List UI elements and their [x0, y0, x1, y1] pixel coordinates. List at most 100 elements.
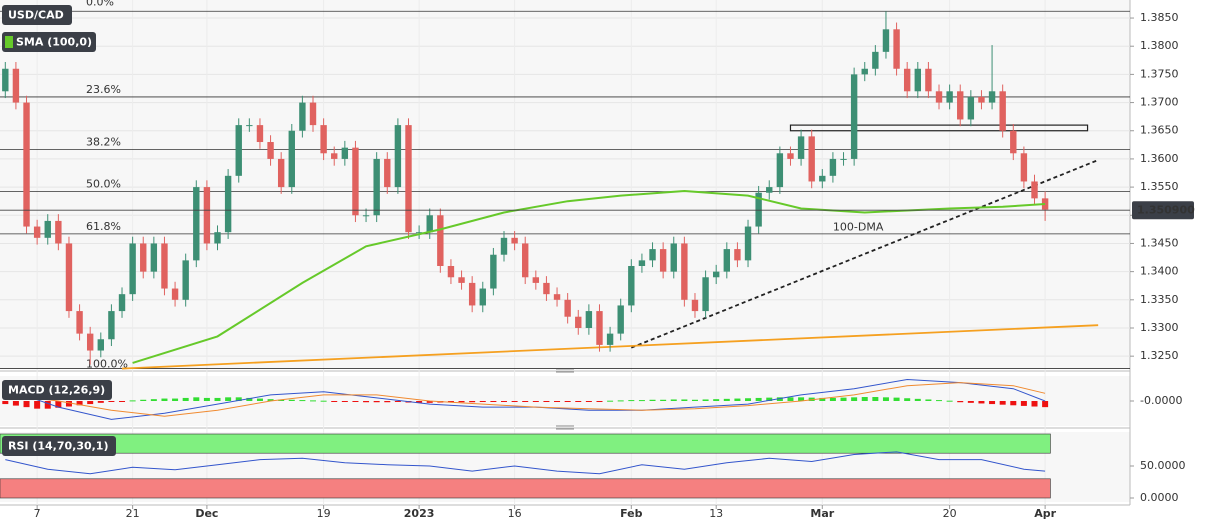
macd-histogram-bar [829, 397, 836, 401]
macd-histogram-bar [628, 400, 635, 402]
macd-histogram-bar [150, 399, 157, 401]
macd-histogram-bar [851, 397, 858, 401]
x-tick-label: Dec [195, 507, 218, 520]
macd-histogram-bar [957, 401, 964, 403]
macd-histogram-bar [745, 398, 752, 401]
candle-body [840, 158, 847, 160]
macd-histogram-bar [256, 398, 263, 401]
macd-histogram-bar [55, 401, 62, 408]
macd-histogram-bar [967, 401, 974, 403]
candle-body [872, 51, 879, 69]
macd-histogram-bar [914, 398, 921, 401]
macd-histogram-bar [596, 401, 603, 402]
candle-body [458, 277, 465, 283]
candle-body [575, 316, 582, 328]
candle-body [585, 311, 593, 328]
candle-body [787, 153, 794, 159]
candle-body [543, 282, 550, 295]
rsi-band [0, 478, 1051, 499]
resistance-zone [789, 124, 1089, 132]
candle-body [2, 68, 9, 92]
candle-body [829, 158, 837, 176]
candle-body [850, 74, 858, 159]
macd-histogram-bar [999, 401, 1006, 405]
macd-histogram-bar [384, 401, 391, 403]
fib-label: 23.6% [86, 83, 121, 96]
candle-body [129, 243, 136, 295]
macd-histogram-bar [76, 401, 83, 406]
y-tick-label: 1.3300 [1140, 321, 1179, 334]
candle-body [405, 125, 412, 233]
macd-histogram-bar [1042, 401, 1049, 408]
rsi-box [2, 436, 116, 456]
macd-histogram-bar [34, 401, 41, 409]
candle-body [946, 91, 953, 103]
y-tick-label: 1.3550 [1140, 180, 1179, 193]
rsi-y-tick-label: 50.0000 [1140, 459, 1186, 472]
candle-body [246, 125, 253, 127]
candle-body [734, 249, 741, 261]
candle-body [23, 102, 30, 227]
candle-body [1031, 181, 1038, 199]
symbol-box [2, 5, 72, 25]
candle-body [596, 311, 603, 345]
fib-label: 0.0% [86, 0, 114, 8]
candle-body [331, 153, 338, 159]
macd-histogram-bar [426, 401, 433, 403]
macd-histogram-bar [469, 401, 476, 403]
candle-body [935, 91, 943, 103]
macd-histogram-bar [235, 397, 242, 401]
candle-body [564, 299, 571, 317]
macd-histogram-bar [532, 401, 539, 402]
macd-histogram-bar [670, 399, 677, 401]
candle-body [649, 249, 656, 261]
candle-body [1020, 153, 1028, 182]
macd-histogram-bar [617, 400, 624, 402]
rsi-label: RSI (14,70,30,1) [8, 440, 108, 453]
candle-body [670, 243, 677, 272]
macd-histogram-bar [458, 401, 465, 403]
macd-histogram-bar [203, 397, 210, 401]
macd-histogram-bar [649, 399, 656, 401]
candle-body [893, 29, 900, 69]
macd-histogram-bar [331, 401, 338, 402]
sma-swatch [5, 36, 13, 48]
candle-body [65, 243, 73, 312]
macd-histogram-bar [341, 401, 348, 402]
macd-histogram-bar [607, 400, 614, 402]
macd-histogram-bar [161, 398, 168, 401]
candle-body [861, 68, 868, 75]
x-tick-label: Feb [620, 507, 643, 520]
macd-histogram-bar [723, 398, 730, 401]
candle-body [140, 243, 147, 272]
candle-body [628, 265, 635, 306]
candle-body [352, 147, 359, 216]
x-tick-label: 16 [508, 507, 522, 520]
macd-histogram-bar [278, 399, 285, 401]
candle-body [723, 249, 731, 272]
macd-histogram-bar [904, 398, 911, 401]
candle-body [914, 68, 921, 92]
candle-body [373, 158, 380, 216]
candle-body [978, 96, 985, 103]
candle-body [150, 243, 158, 272]
candle-body [12, 68, 20, 103]
candle-body [235, 125, 242, 176]
y-tick-label: 1.3400 [1140, 265, 1179, 278]
sma-box [2, 32, 96, 52]
candle-body [1010, 130, 1017, 154]
candle-body [384, 158, 391, 188]
candle-body [299, 102, 306, 131]
macd-histogram-bar [543, 401, 550, 402]
candle-body [819, 175, 826, 182]
macd-histogram-bar [840, 397, 847, 401]
macd-label: MACD (12,26,9) [8, 384, 105, 397]
macd-histogram-bar [288, 399, 295, 401]
macd-histogram-bar [310, 400, 317, 402]
macd-histogram-bar [394, 401, 401, 402]
macd-histogram-bar [140, 399, 147, 401]
macd-histogram-bar [713, 399, 720, 401]
candle-body [988, 91, 996, 103]
macd-histogram-bar [373, 401, 380, 403]
